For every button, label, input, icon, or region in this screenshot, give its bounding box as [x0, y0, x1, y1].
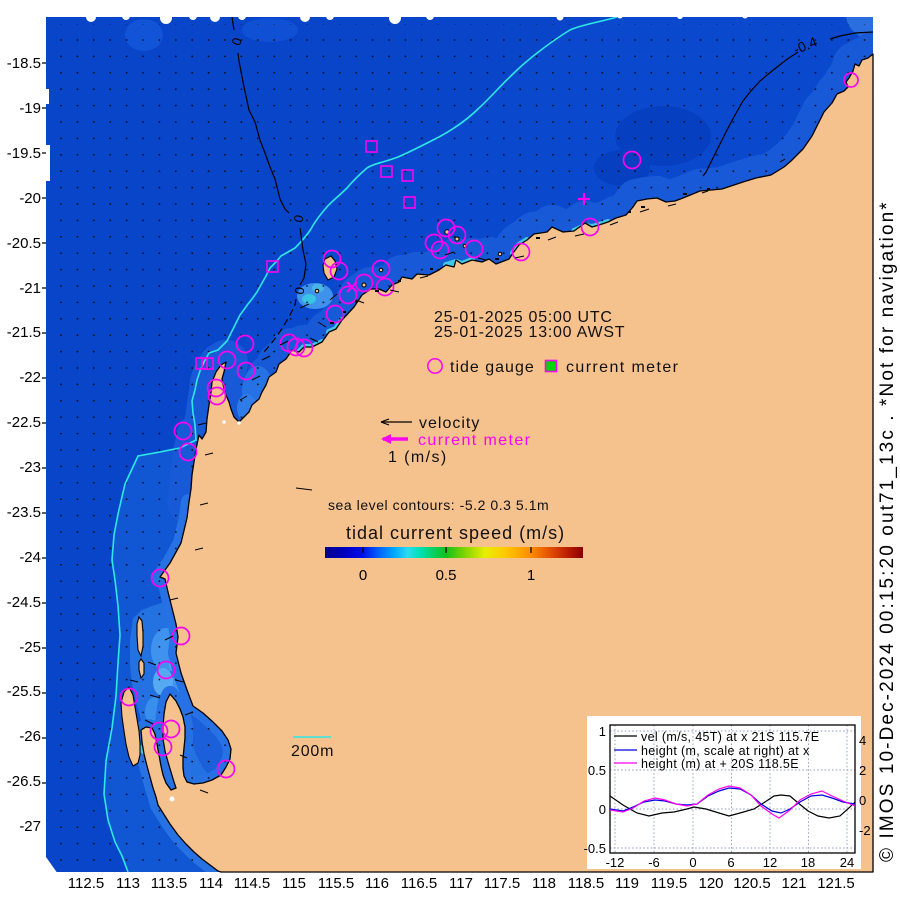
svg-text:25-01-2025 05:00 UTC: 25-01-2025 05:00 UTC [434, 309, 613, 326]
svg-text:0: 0 [689, 855, 696, 870]
svg-text:-24: -24 [19, 549, 41, 566]
svg-text:-27: -27 [19, 818, 41, 835]
svg-text:-25.5: -25.5 [7, 683, 41, 700]
svg-text:121: 121 [781, 875, 806, 892]
svg-text:0: 0 [859, 793, 866, 808]
svg-text:117.5: 117.5 [484, 875, 520, 892]
svg-text:119: 119 [615, 875, 639, 892]
svg-text:-18.5: -18.5 [7, 55, 41, 72]
svg-text:6: 6 [727, 855, 734, 870]
svg-text:0.5: 0.5 [436, 567, 457, 584]
svg-text:24: 24 [840, 855, 854, 870]
svg-text:-2: -2 [859, 823, 871, 838]
svg-text:vel (m/s, 45T) at x 21S 115.7E: vel (m/s, 45T) at x 21S 115.7E [641, 730, 819, 744]
svg-text:-21: -21 [19, 280, 41, 297]
svg-text:116.5: 116.5 [401, 875, 437, 892]
svg-text:tidal current speed (m/s): tidal current speed (m/s) [346, 523, 565, 543]
svg-text:-0.5: -0.5 [584, 841, 606, 856]
svg-text:-26: -26 [19, 728, 41, 745]
svg-text:120: 120 [698, 875, 723, 892]
svg-text:current meter: current meter [566, 359, 679, 376]
svg-text:-20.5: -20.5 [7, 235, 41, 252]
svg-text:-24.5: -24.5 [7, 594, 41, 611]
svg-text:height (m, scale at right) at: height (m, scale at right) at x [641, 744, 810, 758]
svg-text:115: 115 [282, 875, 306, 892]
svg-text:-19.5: -19.5 [7, 145, 41, 162]
svg-text:-22.5: -22.5 [7, 414, 41, 431]
svg-text:-23.5: -23.5 [7, 504, 41, 521]
svg-text:0: 0 [228, 36, 245, 48]
svg-text:-23: -23 [19, 459, 41, 476]
svg-text:121.5: 121.5 [817, 875, 855, 892]
svg-text:114: 114 [199, 875, 223, 892]
svg-text:1: 1 [527, 567, 535, 584]
svg-text:sea level contours: -5.2 0.3 5: sea level contours: -5.2 0.3 5.1m [328, 497, 549, 513]
svg-text:115.5: 115.5 [318, 875, 354, 892]
svg-text:-21.5: -21.5 [7, 324, 41, 341]
svg-text:12: 12 [763, 855, 777, 870]
svg-text:200m: 200m [291, 743, 334, 760]
svg-text:0: 0 [599, 802, 606, 817]
svg-text:113.5: 113.5 [151, 875, 187, 892]
svg-text:4: 4 [859, 733, 866, 748]
svg-text:1: 1 [599, 724, 606, 739]
svg-text:tide gauge: tide gauge [450, 359, 535, 376]
svg-text:117: 117 [449, 875, 473, 892]
svg-text:18: 18 [801, 855, 815, 870]
svg-text:current meter: current meter [418, 432, 531, 449]
svg-text:119.5: 119.5 [651, 875, 687, 892]
svg-text:0: 0 [291, 214, 307, 224]
svg-text:118.5: 118.5 [568, 875, 604, 892]
svg-text:height (m) at + 20S 118.5E: height (m) at + 20S 118.5E [641, 757, 799, 771]
svg-text:© IMOS 10-Dec-2024 00:15:20 ou: © IMOS 10-Dec-2024 00:15:20 out71_13c . … [877, 200, 898, 862]
svg-text:-19: -19 [19, 100, 41, 117]
svg-text:velocity: velocity [419, 415, 480, 432]
svg-text:-20: -20 [19, 190, 41, 207]
svg-text:0: 0 [292, 286, 308, 296]
svg-text:-22: -22 [19, 369, 41, 386]
svg-text:112.5: 112.5 [68, 875, 104, 892]
svg-text:118: 118 [532, 875, 556, 892]
svg-text:116: 116 [365, 875, 389, 892]
svg-text:0: 0 [359, 567, 367, 584]
svg-text:25-01-2025 13:00 AWST: 25-01-2025 13:00 AWST [434, 324, 625, 341]
svg-text:-12: -12 [606, 855, 625, 870]
svg-text:-26.5: -26.5 [7, 773, 41, 790]
svg-text:0.5: 0.5 [588, 763, 606, 778]
svg-text:113: 113 [116, 875, 140, 892]
svg-text:2: 2 [859, 763, 866, 778]
svg-text:-25: -25 [19, 639, 41, 656]
svg-text:-6: -6 [648, 855, 660, 870]
svg-text:120.5: 120.5 [733, 875, 771, 892]
svg-text:114.5: 114.5 [234, 875, 270, 892]
svg-text:1 (m/s): 1 (m/s) [388, 449, 448, 466]
